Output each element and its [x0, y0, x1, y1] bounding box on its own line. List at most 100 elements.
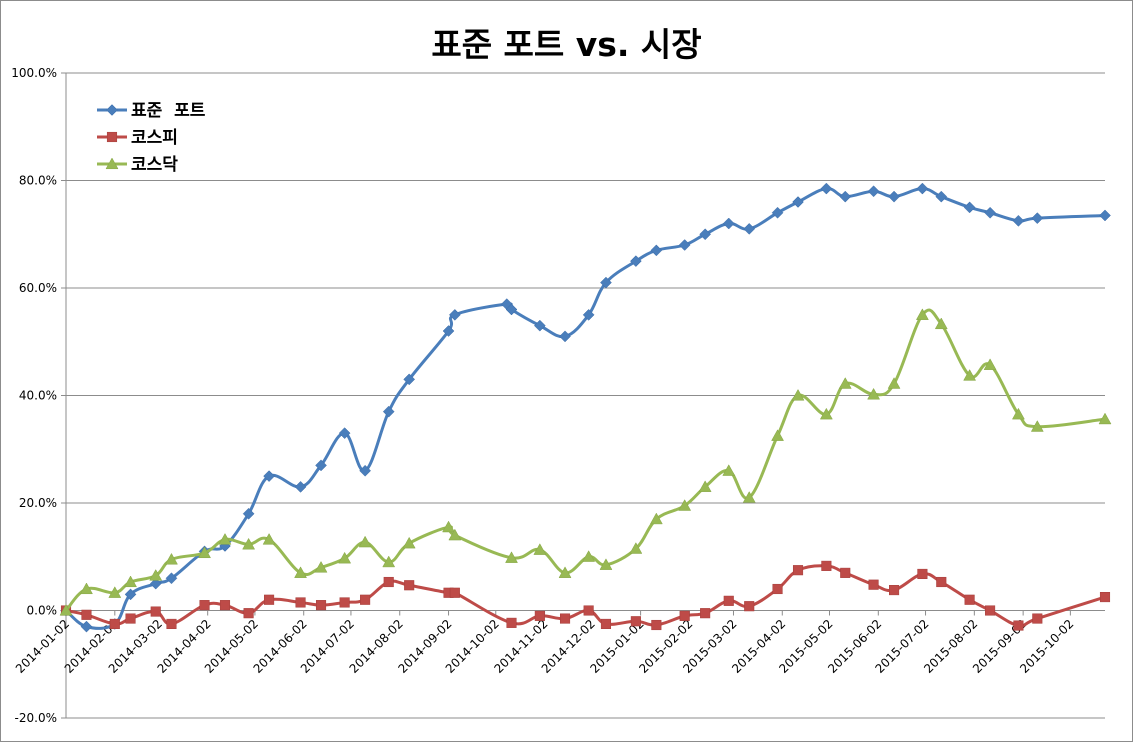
data-point-triangle	[165, 552, 178, 565]
data-point-square	[651, 619, 662, 631]
data-point-triangle	[819, 407, 833, 420]
data-point-triangle	[108, 586, 122, 598]
data-point-square	[1099, 592, 1111, 603]
data-point-triangle	[791, 388, 805, 401]
data-point-square	[106, 131, 118, 143]
data-point-diamond	[963, 201, 976, 214]
data-point-square	[679, 610, 690, 621]
data-point-triangle	[558, 566, 572, 578]
data-point-diamond	[600, 276, 612, 289]
data-point-square	[840, 567, 851, 578]
data-point-diamond	[935, 190, 948, 203]
data-point-diamond	[559, 330, 571, 343]
data-point-triangle	[105, 157, 119, 170]
data-point-triangle	[771, 429, 784, 441]
data-point-triangle	[629, 542, 643, 554]
data-point-triangle	[448, 528, 462, 541]
data-point-diamond	[533, 319, 546, 332]
data-point-triangle	[582, 550, 596, 562]
series-0	[60, 182, 1111, 633]
data-point-square	[315, 600, 327, 611]
data-point-square	[600, 618, 612, 629]
data-point-square	[264, 594, 275, 605]
data-point-diamond	[722, 217, 735, 230]
data-point-triangle	[742, 491, 756, 503]
data-point-square	[243, 608, 254, 619]
data-point-square	[559, 613, 571, 624]
data-point-diamond	[984, 206, 996, 219]
data-point-square	[917, 568, 928, 580]
series-line	[65, 187, 1106, 630]
series-lines	[59, 182, 1112, 633]
data-point-diamond	[263, 470, 275, 482]
y-tick-label: 60.0%	[19, 281, 57, 295]
data-point-square	[339, 597, 350, 608]
data-point-triangle	[963, 369, 977, 381]
data-point-triangle	[915, 308, 929, 320]
data-point-triangle	[934, 317, 948, 330]
data-point-square	[630, 616, 641, 627]
y-tick-label: 80.0%	[19, 174, 57, 188]
legend-item: 코스닥	[97, 155, 178, 175]
data-point-square	[792, 565, 804, 576]
data-point-square	[109, 618, 120, 629]
data-point-diamond	[699, 228, 711, 241]
data-point-square	[125, 613, 136, 624]
data-point-square	[772, 583, 783, 595]
y-tick-label: -20.0%	[15, 711, 57, 725]
data-point-triangle	[294, 566, 307, 578]
data-point-diamond	[888, 190, 900, 203]
y-tick-label: 0.0%	[27, 604, 58, 618]
data-point-triangle	[838, 377, 852, 389]
legend-item: 표준 포트	[97, 101, 206, 121]
y-tick-label: 100.0%	[11, 66, 57, 80]
data-point-diamond	[165, 572, 178, 585]
data-point-diamond	[1031, 212, 1044, 224]
data-point-triangle	[262, 533, 276, 545]
data-point-square	[219, 600, 231, 611]
legend-label: 코스피	[131, 128, 178, 148]
data-point-triangle	[722, 464, 736, 476]
data-point-square	[383, 576, 394, 588]
data-point-square	[964, 594, 975, 605]
data-point-square	[889, 585, 900, 596]
data-point-triangle	[649, 512, 663, 525]
data-point-square	[1032, 613, 1043, 624]
data-point-triangle	[867, 387, 881, 400]
data-point-triangle	[124, 575, 137, 588]
data-point-diamond	[839, 190, 852, 203]
data-point-triangle	[887, 377, 901, 389]
data-point-square	[821, 560, 832, 571]
data-point-triangle	[442, 520, 455, 533]
data-point-diamond	[442, 325, 455, 337]
data-point-triangle	[402, 536, 416, 549]
legend-label: 표준 포트	[131, 101, 206, 121]
data-point-diamond	[106, 104, 118, 116]
chart-title: 표준 포트 vs. 시장	[431, 25, 702, 64]
data-point-square	[744, 601, 755, 612]
data-point-square	[700, 608, 711, 619]
data-point-diamond	[359, 464, 371, 477]
data-point-triangle	[505, 551, 518, 563]
data-point-square	[1013, 620, 1024, 631]
series-line	[65, 564, 1106, 628]
data-point-diamond	[448, 309, 461, 321]
data-point-diamond	[792, 196, 804, 208]
data-point-triangle	[314, 560, 328, 573]
data-point-diamond	[820, 182, 833, 195]
data-point-diamond	[650, 244, 663, 257]
data-point-diamond	[678, 239, 691, 251]
data-point-triangle	[599, 558, 613, 570]
data-point-square	[868, 579, 879, 590]
data-point-triangle	[198, 546, 211, 559]
data-point-diamond	[149, 577, 162, 590]
data-point-square	[534, 610, 545, 621]
data-point-diamond	[505, 303, 518, 316]
data-point-triangle	[1098, 412, 1112, 425]
data-point-square	[404, 580, 415, 591]
data-point-triangle	[242, 537, 256, 550]
data-point-square	[985, 605, 996, 616]
data-point-triangle	[533, 543, 547, 555]
